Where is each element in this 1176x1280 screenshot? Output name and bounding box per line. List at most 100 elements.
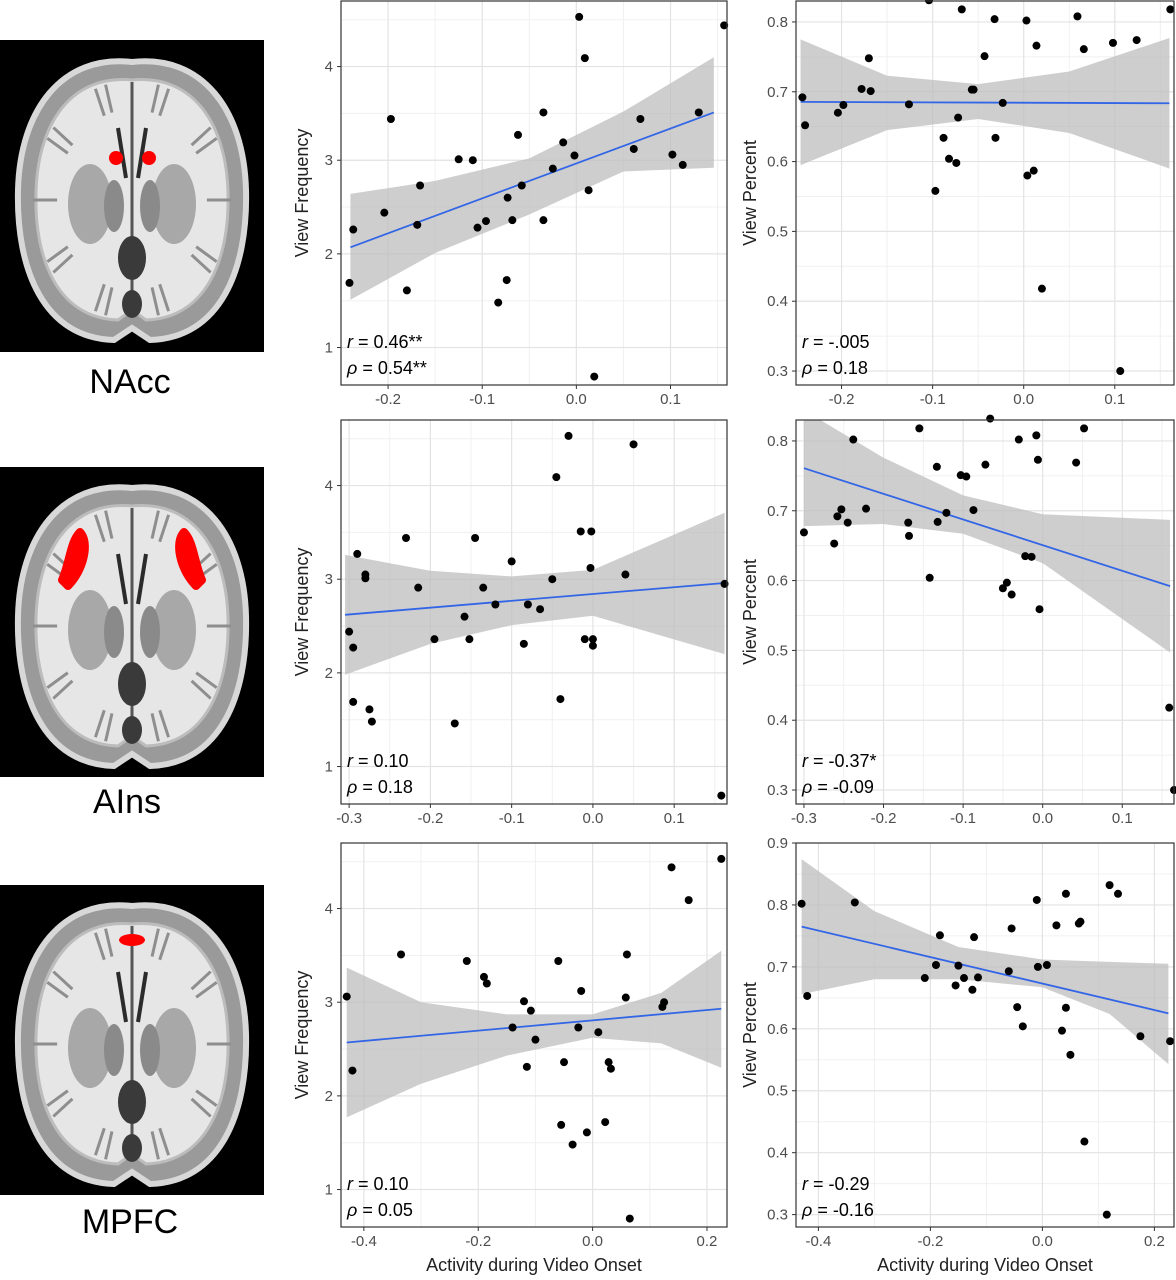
data-point	[574, 1023, 583, 1032]
x-tick-label: -0.2	[829, 391, 855, 408]
roi-medial	[119, 934, 145, 946]
y-tick-label: 0.7	[767, 84, 788, 101]
x-tick-label: -0.1	[950, 810, 976, 827]
data-point	[586, 563, 595, 572]
data-point	[1029, 166, 1038, 175]
x-tick-label: 0.0	[1032, 1233, 1053, 1250]
roi-highlight-ains	[58, 528, 206, 590]
data-point	[660, 998, 669, 1007]
data-point	[491, 600, 500, 609]
correlation-stats: r = 0.46** ρ = 0.54**	[346, 332, 427, 378]
regression-line	[346, 1007, 722, 1044]
data-points	[342, 854, 726, 1223]
data-point	[590, 372, 599, 381]
data-point	[990, 15, 999, 24]
data-point	[720, 21, 729, 30]
confidence-band	[350, 57, 714, 300]
data-point	[1002, 578, 1011, 587]
y-tick-label: 0.5	[767, 1083, 788, 1100]
data-point	[507, 557, 516, 566]
y-tick-label: 0.4	[767, 293, 788, 310]
x-tick-label: -0.1	[499, 810, 525, 827]
y-tick-label: 0.8	[767, 897, 788, 914]
confidence-band	[801, 859, 1169, 1065]
data-point	[945, 154, 954, 163]
data-point	[582, 1128, 591, 1137]
y-tick-label: 0.8	[767, 433, 788, 450]
x-tick-label: 0.2	[1144, 1233, 1165, 1250]
data-point	[991, 133, 1000, 142]
data-point	[1035, 605, 1044, 614]
data-point	[462, 957, 471, 966]
data-point	[402, 534, 411, 543]
data-point	[905, 531, 914, 540]
data-point	[942, 508, 951, 517]
x-tick-label: 0.1	[1104, 391, 1125, 408]
stat-rho-line: ρ = 0.18	[801, 358, 868, 378]
brain-slice-icon	[14, 902, 250, 1188]
region-label: AIns	[93, 783, 161, 821]
brain-panel-nacc: NAcc	[0, 40, 264, 401]
data-point	[552, 473, 561, 482]
data-point	[857, 84, 866, 93]
stat-r-value: 0.10	[374, 1174, 409, 1194]
stat-rho-value: -0.16	[833, 1200, 874, 1220]
data-point	[584, 186, 593, 195]
data-point	[416, 181, 425, 190]
y-tick-label: 2	[325, 665, 333, 682]
data-point	[849, 435, 858, 444]
y-tick-label: 0.7	[767, 503, 788, 520]
data-point	[523, 600, 532, 609]
brain-slice-icon	[14, 484, 250, 770]
data-point	[904, 100, 913, 109]
data-point	[1132, 36, 1141, 45]
y-tick-label: 0.6	[767, 573, 788, 590]
data-point	[981, 460, 990, 469]
y-axis-title: View Frequency	[292, 548, 312, 677]
data-point	[594, 1028, 603, 1037]
data-point	[1023, 171, 1032, 180]
data-point	[636, 115, 645, 124]
y-tick-label: 1	[325, 340, 333, 357]
y-tick-label: 4	[325, 59, 333, 76]
data-point	[554, 957, 563, 966]
data-point	[560, 1058, 569, 1067]
data-point	[1114, 889, 1122, 898]
data-point	[866, 87, 875, 96]
brain-panel-ains: AIns	[0, 467, 264, 821]
data-point	[1027, 552, 1036, 561]
regression-line	[800, 100, 1170, 105]
data-point	[479, 972, 488, 981]
brain-slice-icon	[14, 58, 250, 344]
plot-border	[795, 842, 1175, 1228]
x-tick-label: 0.1	[664, 810, 685, 827]
data-point	[1007, 924, 1016, 933]
data-point	[414, 583, 423, 592]
data-point	[998, 98, 1007, 107]
data-point	[345, 278, 354, 287]
correlation-stats: r = 0.10 ρ = 0.18	[346, 751, 413, 797]
axes: -0.3 -0.2 -0.1 0.0 0.1 1 2 3 4	[325, 478, 685, 827]
confidence-band	[345, 512, 725, 675]
data-point	[935, 931, 944, 940]
data-point	[450, 719, 459, 728]
data-point	[850, 898, 859, 907]
data-point	[939, 133, 948, 142]
data-point	[925, 573, 934, 582]
chart-grid: -0.2 -0.1 0.0 0.1 1 2 3 4 View Frequency r = 0.46…	[292, 0, 1176, 1275]
data-point	[349, 225, 358, 234]
data-point	[968, 985, 977, 994]
data-point	[980, 52, 989, 61]
data-point	[1072, 458, 1081, 467]
data-point	[904, 518, 913, 527]
data-point	[473, 223, 482, 232]
data-point	[526, 1006, 535, 1015]
data-point	[951, 981, 960, 990]
data-point	[413, 220, 422, 229]
data-point	[531, 1035, 540, 1044]
data-point	[471, 534, 480, 543]
data-point	[1166, 5, 1175, 14]
x-tick-label: -0.2	[417, 810, 443, 827]
data-point	[962, 472, 971, 481]
y-tick-label: 0.3	[767, 782, 788, 799]
